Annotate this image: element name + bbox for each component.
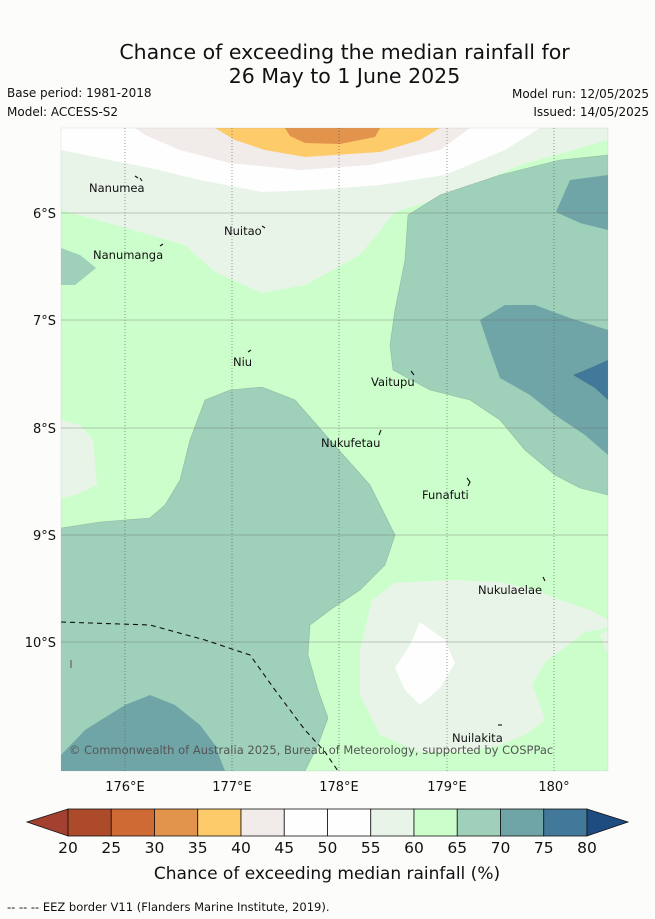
copyright-notice: © Commonwealth of Australia 2025, Bureau… [69,743,553,757]
lat-tick-9s: 9°S [33,529,56,544]
map-title: Chance of exceeding the median rainfall … [0,40,655,88]
zone-55-60-southeast [600,630,608,655]
colorbar-cell [500,808,545,837]
lat-tick-7s: 7°S [33,314,56,329]
colorbar-tick-label: 35 [188,839,208,857]
colorbar-low-extension [25,808,69,837]
eez-legend-note: -- -- -- EEZ border V11 (Flanders Marine… [7,900,330,914]
place-label-funafuti: Funafuti [422,488,469,502]
map-title-line1: Chance of exceeding the median rainfall … [119,40,570,64]
lon-tick-177e: 177°E [212,780,252,795]
colorbar-cell [154,808,199,837]
zone-65-70-southwest [61,387,395,771]
colorbar-tick-label: 75 [534,839,554,857]
zone-55-60-south [360,580,608,752]
colorbar-title: Chance of exceeding median rainfall (%) [154,864,500,884]
colorbar-tick-label: 80 [577,839,597,857]
zone-65-70-west [61,248,96,285]
zone-70-75-northeast [556,175,608,230]
colorbar-tick-label: 60 [404,839,424,857]
colorbar-cell [110,808,155,837]
zone-70-75-southwest [61,695,225,771]
colorbar-tick-label: 45 [274,839,294,857]
place-label-vaitupu: Vaitupu [371,375,415,389]
place-label-nuitao: Nuitao [224,224,262,238]
colorbar-tick-label: 50 [318,839,338,857]
colorbar-cell [67,808,112,837]
model-name: Model: ACCESS-S2 [7,105,119,119]
place-label-nanumea: Nanumea [89,181,145,195]
place-label-nukufetau: Nukufetau [321,436,380,450]
colorbar-tick-label: 25 [101,839,121,857]
lon-tick-176e: 176°E [105,780,145,795]
colorbar-tick-label: 30 [145,839,165,857]
zone-45-55-south [395,622,455,705]
colorbar: 20 25 30 35 40 45 50 55 60 65 70 75 80 [25,808,630,857]
place-label-nuilakita: Nuilakita [452,731,503,745]
lon-tick-180: 180° [538,780,569,795]
colorbar-tick-label: 40 [231,839,251,857]
lat-tick-6s: 6°S [33,207,56,222]
colorbar-tick-label: 65 [447,839,467,857]
colorbar-cell [370,808,415,837]
zone-30-35-north [285,128,380,144]
lon-tick-179e: 179°E [427,780,467,795]
zone-75-80-east [573,360,608,400]
issued-date: Issued: 14/05/2025 [533,105,649,119]
colorbar-cell [413,808,458,837]
place-label-nukulaelae: Nukulaelae [478,583,542,597]
graticule [124,128,555,771]
eez-border [61,621,339,771]
base-period: Base period: 1981-2018 [7,86,152,100]
colorbar-cell [283,808,328,837]
colorbar-tick-label: 20 [58,839,78,857]
rainfall-map [61,128,608,771]
colorbar-cell [197,808,242,837]
lat-tick-8s: 8°S [33,422,56,437]
colorbar-cell [543,808,588,837]
colorbar-tick-label: 55 [361,839,381,857]
lat-tick-10s: 10°S [25,636,56,651]
colorbar-cell [327,808,372,837]
lon-tick-178e: 178°E [319,780,359,795]
zone-55-60-west [61,420,97,498]
colorbar-cell [456,808,501,837]
map-title-line2: 26 May to 1 June 2025 [228,64,461,88]
islands [70,175,546,726]
colorbar-high-extension [586,808,630,837]
colorbar-tick-label: 70 [491,839,511,857]
model-run: Model run: 12/05/2025 [511,87,649,101]
zone-70-75-east [480,305,608,455]
place-label-nanumanga: Nanumanga [93,248,163,262]
colorbar-cell [240,808,285,837]
place-label-niu: Niu [233,355,252,369]
